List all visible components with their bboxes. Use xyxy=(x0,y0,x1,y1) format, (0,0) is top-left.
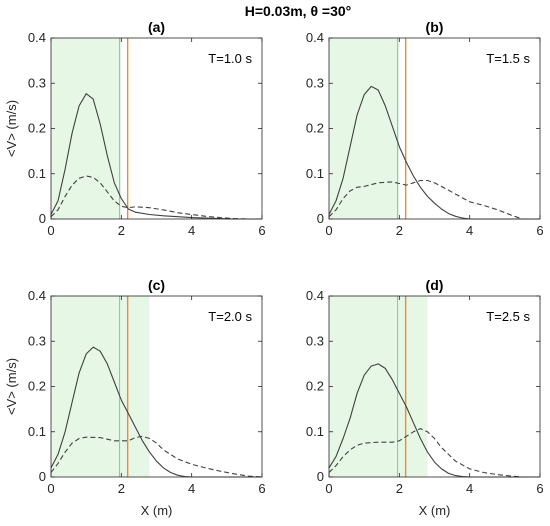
panel-c: 0 2 4 6 0 0.1 0.2 0.3 0.4 (c) T=2.0 s <V> (m/s) X (m… xyxy=(4,277,266,518)
dashed-series-line xyxy=(328,428,540,478)
x-tick-label: 2 xyxy=(118,223,125,238)
x-tick-label: 2 xyxy=(396,223,403,238)
y-axis-label: <V> (m/s) xyxy=(4,358,19,415)
y-tick-label: 0.1 xyxy=(28,166,46,181)
chart-panels: 0 2 4 6 0 0.1 0.2 0.3 0.4 (a) T=1.0 s <V> (m/s) 0 2 4 6… xyxy=(4,19,544,518)
y-tick-label: 0.1 xyxy=(306,166,324,181)
time-annotation: T=1.0 s xyxy=(208,51,252,66)
x-tick-label: 6 xyxy=(258,223,265,238)
figure-suptitle: H=0.03m, θ =30° xyxy=(245,3,352,19)
x-tick-label: 0 xyxy=(47,481,54,496)
y-tick-label: 0.4 xyxy=(306,288,324,303)
y-tick-label: 0.1 xyxy=(306,424,324,439)
panel-title: (a) xyxy=(148,19,165,35)
x-tick-label: 6 xyxy=(258,481,265,496)
y-tick-label: 0 xyxy=(39,469,46,484)
solid-series-line xyxy=(328,85,540,220)
panel-title: (d) xyxy=(426,277,444,293)
x-tick-label: 4 xyxy=(188,481,195,496)
y-tick-label: 0.1 xyxy=(28,424,46,439)
x-tick-label: 4 xyxy=(188,223,195,238)
dashed-series-line xyxy=(50,175,262,220)
x-tick-label: 2 xyxy=(396,481,403,496)
solid-series-line xyxy=(50,93,262,220)
time-annotation: T=1.5 s xyxy=(486,51,530,66)
y-tick-label: 0.4 xyxy=(306,30,324,45)
x-tick-label: 4 xyxy=(466,223,473,238)
panel-a: 0 2 4 6 0 0.1 0.2 0.3 0.4 (a) T=1.0 s <V> (m/s) xyxy=(4,19,266,238)
x-tick-label: 2 xyxy=(118,481,125,496)
solid-series-line xyxy=(328,363,540,478)
x-axis-label: X (m) xyxy=(419,503,451,518)
panel-title: (c) xyxy=(148,277,165,293)
panel-title: (b) xyxy=(426,19,444,35)
shaded-region xyxy=(329,296,428,477)
panel-d: 0 2 4 6 0 0.1 0.2 0.3 0.4 (d) T=2.5 s X (m) xyxy=(306,277,544,518)
x-tick-label: 4 xyxy=(466,481,473,496)
x-axis-label: X (m) xyxy=(141,503,173,518)
x-tick-label: 0 xyxy=(325,223,332,238)
solid-series-line xyxy=(50,346,262,478)
y-tick-label: 0.2 xyxy=(306,379,324,394)
time-annotation: T=2.5 s xyxy=(486,309,530,324)
y-tick-label: 0 xyxy=(317,469,324,484)
x-tick-label: 0 xyxy=(325,481,332,496)
x-tick-label: 6 xyxy=(536,481,543,496)
y-tick-label: 0 xyxy=(317,211,324,226)
y-tick-label: 0 xyxy=(39,211,46,226)
shaded-region xyxy=(329,38,400,219)
y-tick-label: 0.2 xyxy=(28,121,46,136)
y-tick-label: 0.4 xyxy=(28,30,46,45)
time-annotation: T=2.0 s xyxy=(208,309,252,324)
y-tick-label: 0.3 xyxy=(28,333,46,348)
y-axis-label: <V> (m/s) xyxy=(4,100,19,157)
x-tick-label: 6 xyxy=(536,223,543,238)
panel-b: 0 2 4 6 0 0.1 0.2 0.3 0.4 (b) T=1.5 s xyxy=(306,19,544,238)
y-tick-label: 0.2 xyxy=(306,121,324,136)
x-tick-label: 0 xyxy=(47,223,54,238)
y-tick-label: 0.4 xyxy=(28,288,46,303)
shaded-region xyxy=(51,38,122,219)
y-tick-label: 0.2 xyxy=(28,379,46,394)
shaded-region xyxy=(51,296,150,477)
y-tick-label: 0.3 xyxy=(306,75,324,90)
y-tick-label: 0.3 xyxy=(28,75,46,90)
y-tick-label: 0.3 xyxy=(306,333,324,348)
